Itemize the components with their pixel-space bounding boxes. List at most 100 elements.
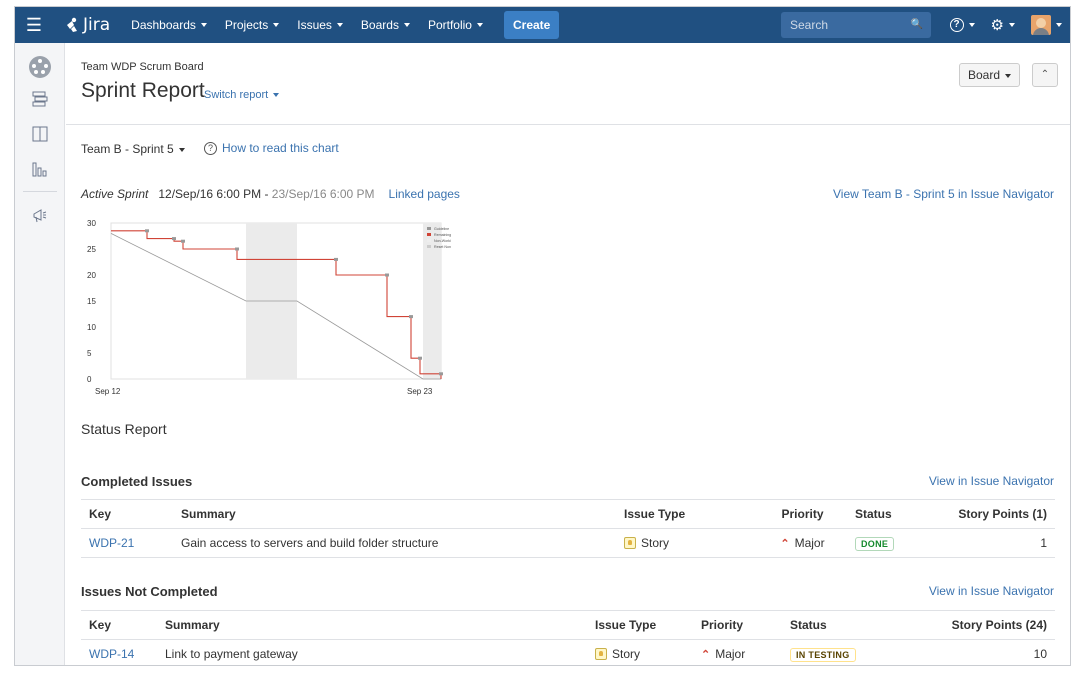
col-summary[interactable]: Summary	[181, 499, 624, 529]
legend-label: Remaining Values	[434, 233, 451, 237]
series-line-guideline	[110, 233, 441, 380]
completed-issues-title: Completed Issues	[81, 474, 193, 489]
search-input[interactable]: Search 🔍	[781, 12, 931, 38]
y-tick-label: 0	[87, 375, 92, 384]
top-navigation-bar: ☰ Jira Dashboards Projects Issues Boards…	[15, 7, 1070, 43]
issue-summary: Link to payment gateway	[165, 647, 298, 661]
board-button-label: Board	[967, 68, 1000, 82]
reports-nav[interactable]	[15, 161, 65, 177]
not-completed-view-in-navigator-link[interactable]: View in Issue Navigator	[928, 584, 1054, 598]
chevron-down-icon	[1009, 23, 1015, 27]
table-header-row: Key Summary Issue Type Priority Status S…	[81, 610, 1055, 640]
sprint-date-separator: -	[261, 187, 272, 201]
not-completed-issues-title: Issues Not Completed	[81, 584, 218, 599]
view-sprint-in-navigator-link[interactable]: View Team B - Sprint 5 in Issue Navigato…	[833, 187, 1054, 201]
y-tick-label: 20	[87, 271, 96, 280]
issue-type: Story	[612, 647, 641, 661]
col-key[interactable]: Key	[81, 610, 165, 640]
releases-nav[interactable]	[15, 208, 65, 224]
help-icon: ?	[204, 141, 217, 155]
col-priority[interactable]: Priority	[750, 499, 855, 529]
linked-pages-link[interactable]: Linked pages	[388, 187, 460, 201]
y-tick-label: 25	[87, 245, 96, 254]
sidebar-divider	[23, 191, 57, 192]
col-issue-type[interactable]: Issue Type	[595, 610, 701, 640]
y-tick-label: 10	[87, 323, 96, 332]
y-tick-label: 15	[87, 297, 96, 306]
nav-issues[interactable]: Issues	[288, 7, 352, 43]
backlog-nav[interactable]	[15, 91, 65, 107]
gear-icon: ⚙	[990, 17, 1004, 34]
nav-dashboards[interactable]: Dashboards	[122, 7, 216, 43]
board-button[interactable]: Board	[958, 63, 1020, 87]
help-icon: ?	[949, 18, 964, 32]
legend-swatch	[427, 233, 431, 236]
nav-projects[interactable]: Projects	[216, 7, 288, 43]
settings-menu[interactable]: ⚙	[991, 16, 1015, 34]
collapse-header-button[interactable]: ⌃	[1032, 63, 1058, 87]
main-content: Team WDP Scrum Board Sprint Report Switc…	[66, 43, 1070, 665]
sprint-meta: Active Sprint 12/Sep/16 6:00 PM - 23/Sep…	[81, 187, 460, 201]
nav-portfolio[interactable]: Portfolio	[419, 7, 492, 43]
data-point	[181, 239, 185, 243]
data-point	[145, 229, 149, 233]
search-icon: 🔍	[910, 19, 923, 30]
col-status[interactable]: Status	[855, 499, 933, 529]
avatar	[1031, 15, 1051, 35]
create-button[interactable]: Create	[503, 11, 560, 39]
x-tick-label: Sep 23	[407, 387, 433, 396]
priority-major-icon: ⌃	[701, 649, 711, 661]
jira-logo[interactable]: Jira	[65, 15, 110, 35]
search-placeholder: Search	[790, 18, 829, 32]
page-header: Team WDP Scrum Board Sprint Report Switc…	[66, 43, 1070, 125]
y-tick-label: 5	[87, 349, 92, 358]
x-tick-label: Sep 12	[95, 387, 121, 396]
not-completed-issues-table: Key Summary Issue Type Priority Status S…	[81, 610, 1055, 665]
status-badge: IN TESTING	[790, 647, 856, 662]
col-status[interactable]: Status	[790, 610, 900, 640]
issue-summary: Gain access to servers and build folder …	[181, 536, 439, 550]
chevron-double-up-icon: ⌃	[1040, 69, 1050, 80]
nav-boards[interactable]: Boards	[352, 7, 419, 43]
chevron-down-icon	[476, 23, 483, 27]
issue-story-points: 10	[1033, 647, 1047, 661]
how-to-read-label: How to read this chart	[222, 141, 339, 155]
issue-key-link[interactable]: WDP-21	[89, 536, 135, 550]
col-issue-type[interactable]: Issue Type	[624, 499, 750, 529]
sprint-selector-label: Team B - Sprint 5	[81, 142, 174, 156]
col-priority[interactable]: Priority	[701, 610, 790, 640]
issue-story-points: 1	[1040, 536, 1047, 550]
chevron-down-icon	[1005, 73, 1011, 78]
board-columns-icon	[32, 126, 48, 142]
non-working-day-band	[423, 223, 441, 379]
sprint-end-date: 23/Sep/16 6:00 PM	[271, 187, 375, 201]
chevron-down-icon	[178, 147, 185, 152]
sprint-selector[interactable]: Team B - Sprint 5	[81, 142, 185, 156]
how-to-read-link[interactable]: ? How to read this chart	[204, 141, 339, 155]
status-report-title: Status Report	[81, 421, 167, 437]
legend-label: Reset Non-Working Days	[434, 245, 451, 249]
switch-report-dropdown[interactable]: Switch report	[204, 89, 280, 101]
active-sprints-nav[interactable]	[15, 126, 65, 142]
story-icon	[595, 648, 607, 660]
data-point	[385, 273, 389, 277]
app-switcher-menu-icon[interactable]: ☰	[25, 14, 43, 35]
breadcrumb[interactable]: Team WDP Scrum Board	[81, 61, 204, 73]
profile-menu[interactable]	[1031, 15, 1062, 35]
project-avatar[interactable]	[15, 55, 65, 79]
col-story-points[interactable]: Story Points (24)	[900, 610, 1055, 640]
chevron-down-icon	[1056, 23, 1062, 27]
issue-type: Story	[641, 536, 670, 550]
chevron-down-icon	[273, 93, 280, 98]
col-story-points[interactable]: Story Points (1)	[933, 499, 1055, 529]
chevron-down-icon	[403, 23, 410, 27]
table-row[interactable]: WDP-21 Gain access to servers and build …	[81, 528, 1055, 558]
help-menu[interactable]: ?	[949, 18, 975, 32]
completed-view-in-navigator-link[interactable]: View in Issue Navigator	[928, 474, 1054, 488]
sprint-start-date: 12/Sep/16 6:00 PM	[158, 187, 262, 201]
col-key[interactable]: Key	[81, 499, 181, 529]
issue-key-link[interactable]: WDP-14	[89, 647, 135, 661]
table-row[interactable]: WDP-14 Link to payment gateway Story ⌃ Ma…	[81, 639, 1055, 665]
col-summary[interactable]: Summary	[165, 610, 595, 640]
